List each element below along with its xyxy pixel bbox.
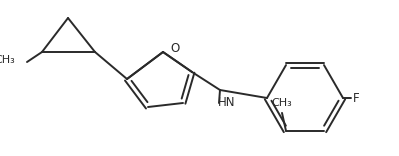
Text: CH₃: CH₃ <box>272 98 292 108</box>
Text: O: O <box>170 41 179 54</box>
Text: F: F <box>353 92 359 105</box>
Text: CH₃: CH₃ <box>0 55 15 65</box>
Text: HN: HN <box>218 97 235 110</box>
